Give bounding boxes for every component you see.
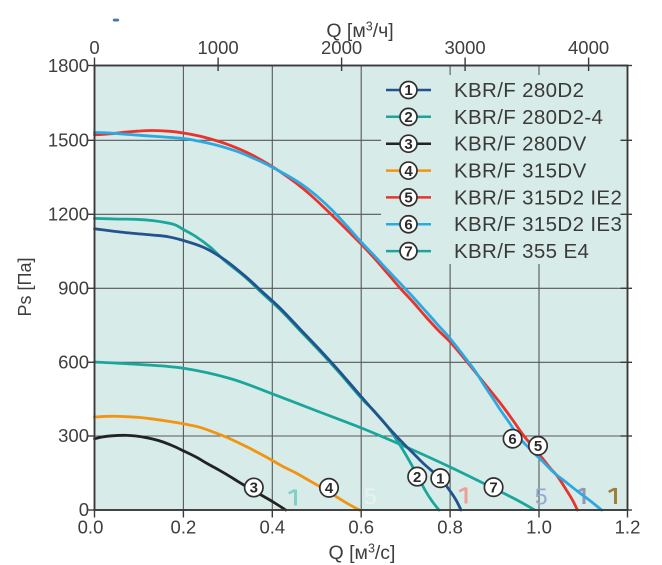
svg-text:KBR/F 355 E4: KBR/F 355 E4: [454, 240, 589, 263]
svg-text:0.6: 0.6: [348, 517, 374, 538]
svg-text:5: 5: [404, 190, 412, 207]
svg-text:4000: 4000: [568, 37, 609, 58]
svg-text:5: 5: [535, 484, 548, 510]
svg-text:0.0: 0.0: [78, 517, 104, 538]
svg-text:2: 2: [404, 109, 412, 126]
svg-text:900: 900: [58, 278, 89, 299]
svg-text:5: 5: [534, 438, 542, 455]
svg-text:1800: 1800: [48, 55, 89, 76]
svg-text:4: 4: [404, 163, 413, 180]
svg-text:3000: 3000: [445, 37, 486, 58]
svg-text:1.2: 1.2: [615, 517, 641, 538]
svg-text:1000: 1000: [198, 37, 239, 58]
svg-text:0: 0: [79, 499, 89, 520]
svg-text:600: 600: [58, 352, 89, 373]
svg-text:0: 0: [89, 37, 99, 58]
svg-text:3: 3: [250, 480, 258, 497]
svg-text:3: 3: [404, 136, 412, 153]
svg-text:5: 5: [364, 484, 377, 510]
svg-text:6: 6: [508, 431, 516, 448]
svg-text:0.8: 0.8: [437, 517, 463, 538]
svg-text:Q [м3/с]: Q [м3/с]: [329, 542, 396, 565]
svg-text:1: 1: [404, 82, 412, 99]
svg-text:2000: 2000: [321, 37, 362, 58]
svg-text:KBR/F 280D2: KBR/F 280D2: [454, 79, 584, 102]
svg-text:7: 7: [404, 243, 412, 260]
svg-text:4: 4: [325, 480, 334, 497]
svg-text:2: 2: [413, 469, 421, 486]
svg-text:KBR/F 315DV: KBR/F 315DV: [454, 160, 587, 183]
svg-text:KBR/F 280D2-4: KBR/F 280D2-4: [454, 106, 603, 129]
svg-text:0.2: 0.2: [171, 517, 197, 538]
svg-text:KBR/F 315D2 IE3: KBR/F 315D2 IE3: [454, 213, 622, 236]
svg-text:300: 300: [58, 425, 89, 446]
svg-text:1500: 1500: [48, 130, 89, 151]
svg-text:6: 6: [404, 216, 412, 233]
svg-text:Q [м3/ч]: Q [м3/ч]: [326, 20, 393, 43]
svg-text:Ps [Па]: Ps [Па]: [15, 258, 35, 317]
svg-text:1200: 1200: [48, 204, 89, 225]
svg-text:0.4: 0.4: [259, 517, 285, 538]
svg-text:KBR/F 315D2 IE2: KBR/F 315D2 IE2: [454, 186, 622, 209]
svg-text:KBR/F 280DV: KBR/F 280DV: [454, 133, 587, 156]
svg-text:1: 1: [436, 470, 444, 487]
svg-text:7: 7: [489, 479, 497, 496]
svg-text:1.0: 1.0: [526, 517, 552, 538]
